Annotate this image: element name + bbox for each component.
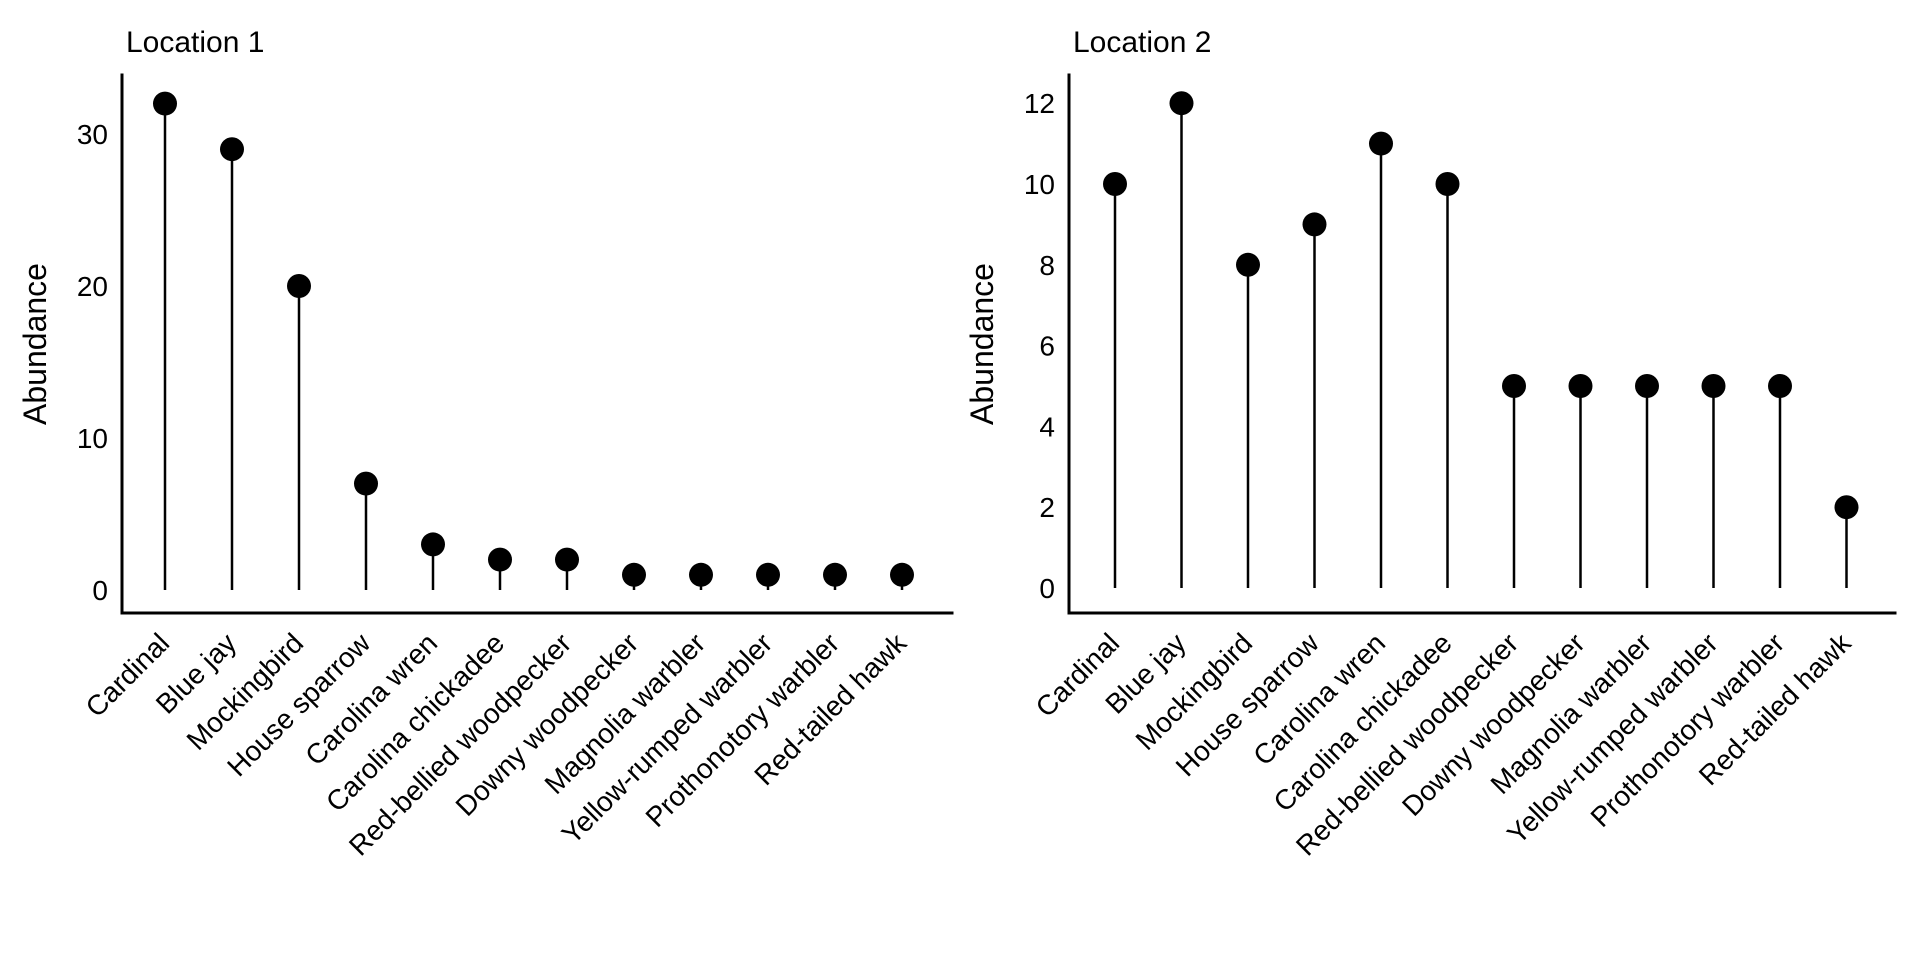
data-point (1701, 374, 1726, 398)
data-point (1103, 172, 1127, 196)
data-point (220, 137, 244, 162)
data-point (1502, 374, 1526, 398)
data-point (1768, 374, 1792, 398)
chart-panel-location-2: Location 2 Abundance 0 2 4 6 8 10 12 Cardinal Blue… (960, 0, 1920, 960)
chart-title: Location 1 (126, 26, 264, 59)
y-tick-label: 10 (1024, 169, 1055, 200)
data-point (756, 562, 780, 587)
y-tick-label: 12 (1024, 88, 1055, 119)
data-point (153, 91, 177, 116)
data-point (354, 471, 378, 496)
y-tick-label: 6 (1039, 331, 1055, 362)
y-axis-title: Abundance (964, 263, 1000, 425)
data-point (488, 547, 512, 572)
data-point (689, 562, 713, 587)
data-point (1568, 374, 1593, 398)
y-tick-label: 8 (1039, 250, 1055, 281)
data-point (1834, 495, 1859, 520)
data-point (287, 274, 311, 298)
data-point (1302, 212, 1327, 237)
y-axis-title: Abundance (17, 263, 53, 425)
data-point (1635, 374, 1659, 398)
y-tick-label: 20 (77, 271, 108, 302)
axis-lines (120, 73, 954, 615)
data-point (1435, 172, 1460, 196)
data-point (1236, 252, 1260, 277)
y-tick-label: 2 (1039, 492, 1055, 523)
data-point (1369, 131, 1393, 156)
data-point (890, 562, 914, 587)
chart-panel-location-1: Location 1 Abundance 0 10 20 30 Cardinal Blue j… (17, 26, 954, 862)
axis-lines (1067, 73, 1897, 615)
chart-title: Location 2 (1073, 26, 1211, 59)
y-tick-label: 10 (77, 423, 108, 454)
y-tick-label: 0 (1039, 573, 1055, 604)
lollipop-chart-location-2: Location 2Abundance024681012CardinalBlue… (964, 26, 1897, 862)
data-point (421, 532, 445, 557)
data-point (823, 562, 847, 587)
y-tick-label: 4 (1039, 411, 1055, 442)
data-point (1169, 91, 1194, 116)
y-tick-label: 30 (77, 119, 108, 150)
data-point (622, 562, 646, 587)
data-point (555, 547, 579, 572)
y-tick-label: 0 (92, 575, 108, 606)
